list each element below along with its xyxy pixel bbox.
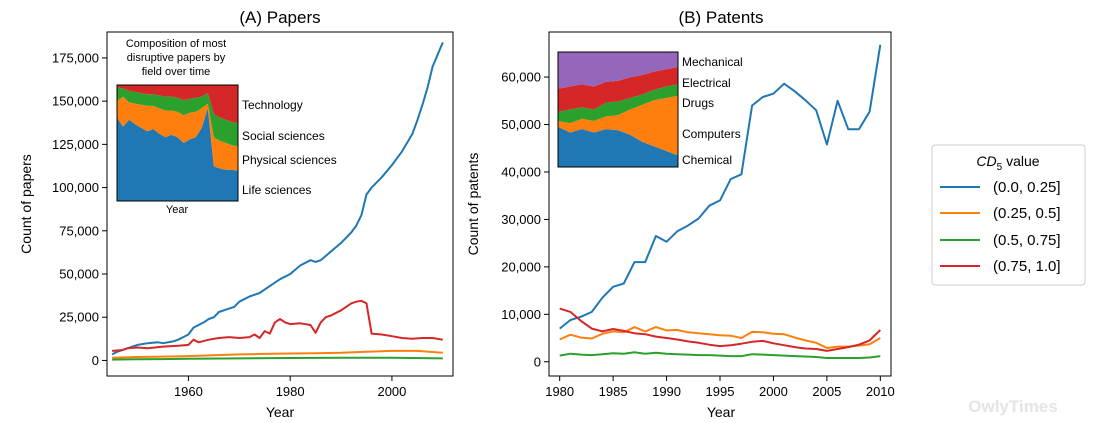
panel-a-series-line-3 bbox=[112, 299, 443, 352]
panel-b-ylabel: Count of patents bbox=[465, 153, 481, 256]
inset-a-label-technology: Technology bbox=[242, 98, 303, 112]
panel-a-papers: (A) Papers 1960 1980 2000 0 25,000 50,000 75,0… bbox=[18, 8, 454, 420]
panel-b-xtick-label-1: 1985 bbox=[599, 384, 628, 399]
panel-a-ytick-label-0: 0 bbox=[92, 353, 99, 368]
panel-a-ytick-label-5: 125,000 bbox=[52, 137, 99, 152]
panel-b-ytick-label-2: 20,000 bbox=[501, 259, 541, 274]
panel-b-title: (B) Patents bbox=[678, 8, 763, 27]
panel-b-series-line-1 bbox=[559, 326, 881, 349]
panel-a-ytick-label-2: 50,000 bbox=[59, 267, 99, 282]
inset-b-label-drugs: Drugs bbox=[682, 96, 714, 110]
panel-b-series-line-0 bbox=[559, 44, 882, 330]
panel-b-series-line-2 bbox=[559, 351, 881, 359]
panel-b-series-line-3 bbox=[559, 307, 881, 352]
panel-b-ticks: 1980 1985 1990 1995 2000 2005 2010 0 10,000 20,00… bbox=[501, 70, 895, 399]
legend-item-0: (0.0, 0.25] bbox=[993, 179, 1061, 196]
inset-b-label-mechanical: Mechanical bbox=[682, 55, 743, 69]
panel-b-ytick-label-6: 60,000 bbox=[501, 70, 541, 85]
inset-b-area-computers bbox=[558, 95, 678, 156]
panel-a-xtick-label-1: 1980 bbox=[276, 384, 305, 399]
legend-title-rest: value bbox=[1002, 153, 1040, 169]
inset-b-area-mechanical bbox=[558, 52, 678, 89]
legend-item-3: (0.75, 1.0] bbox=[993, 258, 1061, 275]
inset-a-label-physical-sciences: Physical sciences bbox=[242, 153, 337, 167]
panel-b-xtick-label-2: 1990 bbox=[652, 384, 681, 399]
panel-b-xtick-label-0: 1980 bbox=[545, 384, 574, 399]
watermark: OwlyTimes bbox=[968, 397, 1057, 416]
panel-b-xtick-label-4: 2000 bbox=[759, 384, 788, 399]
inset-a-area-life-sciences bbox=[117, 108, 238, 201]
panel-b-patents: (B) Patents 1980 1985 1990 1995 2000 2005 2010… bbox=[465, 8, 895, 420]
legend-title-var: CD bbox=[976, 153, 996, 169]
legend-item-1: (0.25, 0.5] bbox=[993, 205, 1061, 222]
inset-a-area-physical-sciences bbox=[117, 96, 238, 171]
inset-b-frame bbox=[557, 51, 679, 168]
inset-b-area-chemical bbox=[558, 126, 678, 167]
panel-a-ytick-label-7: 175,000 bbox=[52, 50, 99, 65]
panel-b-xtick-label-6: 2010 bbox=[866, 384, 895, 399]
panel-b-inset: Mechanical Electrical Drugs Computers Ch… bbox=[557, 51, 743, 168]
inset-a-title-line-3: field over time bbox=[142, 66, 210, 78]
inset-a-title-line-2: disruptive papers by bbox=[127, 52, 226, 64]
panel-a-series-line-2 bbox=[112, 356, 443, 361]
inset-b-area-electrical bbox=[558, 67, 678, 112]
legend-frame bbox=[931, 144, 1086, 286]
panel-b-ytick-label-1: 10,000 bbox=[501, 307, 541, 322]
panel-a-ytick-label-3: 75,000 bbox=[59, 223, 99, 238]
inset-a-area-technology bbox=[117, 85, 238, 124]
inset-b-area-drugs bbox=[558, 84, 678, 124]
panel-a-ytick-label-1: 25,000 bbox=[59, 310, 99, 325]
inset-a-label-life-sciences: Life sciences bbox=[242, 183, 311, 197]
panel-b-ytick-label-3: 30,000 bbox=[501, 212, 541, 227]
panel-a-plot-area bbox=[111, 42, 444, 361]
panel-a-ytick-label-6: 150,000 bbox=[52, 94, 99, 109]
panel-b-xtick-label-3: 1995 bbox=[706, 384, 735, 399]
legend-title: CD5 value bbox=[976, 153, 1039, 173]
inset-a-area-social-sciences bbox=[117, 87, 238, 147]
inset-b-label-computers: Computers bbox=[682, 127, 741, 141]
panel-a-inset: Composition of most disruptive papers by… bbox=[116, 38, 337, 216]
panel-b-plot-area bbox=[559, 44, 882, 359]
panel-a-xlabel: Year bbox=[266, 404, 295, 420]
inset-a-areas bbox=[117, 85, 238, 201]
inset-a-xlabel: Year bbox=[166, 204, 189, 216]
legend-title-sub: 5 bbox=[997, 162, 1003, 173]
panel-a-xtick-label-0: 1960 bbox=[174, 384, 203, 399]
panel-b-ytick-label-4: 40,000 bbox=[501, 164, 541, 179]
panel-a-axes-frame bbox=[106, 31, 454, 377]
panel-a-series-line-1 bbox=[112, 349, 443, 359]
panel-a-xtick-label-2: 2000 bbox=[377, 384, 406, 399]
legend-item-2: (0.5, 0.75] bbox=[993, 232, 1061, 249]
panel-a-title: (A) Papers bbox=[239, 8, 320, 27]
panel-b-xlabel: Year bbox=[707, 404, 736, 420]
panel-a-ticks: 1960 1980 2000 0 25,000 50,000 75,000 100,000 12… bbox=[52, 50, 406, 399]
inset-b-label-chemical: Chemical bbox=[682, 153, 732, 167]
inset-b-label-electrical: Electrical bbox=[682, 76, 731, 90]
inset-a-label-social-sciences: Social sciences bbox=[242, 129, 325, 143]
panel-a-ytick-label-4: 100,000 bbox=[52, 180, 99, 195]
inset-b-areas bbox=[558, 52, 678, 167]
panel-a-series-line-0 bbox=[111, 42, 444, 356]
inset-a-title-line-1: Composition of most bbox=[126, 38, 226, 50]
panel-b-ytick-label-5: 50,000 bbox=[501, 117, 541, 132]
panel-a-ylabel: Count of papers bbox=[18, 154, 34, 254]
legend: CD5 value (0.0, 0.25] (0.25, 0.5] (0.5, … bbox=[931, 144, 1086, 286]
panel-b-ytick-label-0: 0 bbox=[534, 354, 541, 369]
inset-a-frame bbox=[116, 84, 239, 202]
panel-b-xtick-label-5: 2005 bbox=[812, 384, 841, 399]
